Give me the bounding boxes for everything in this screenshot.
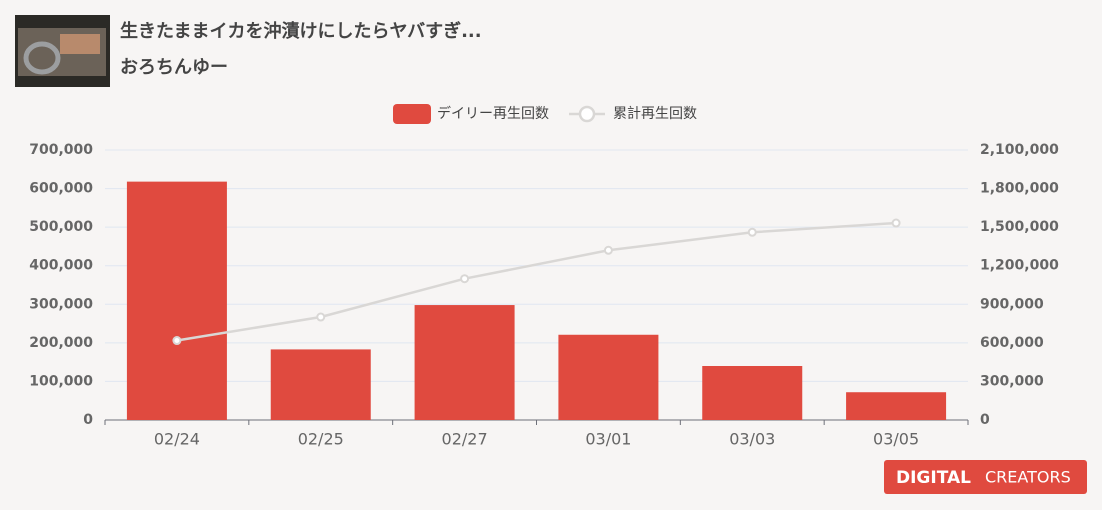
channel-name: おろちんゆー — [120, 57, 228, 78]
y2-tick-label: 600,000 — [980, 335, 1044, 351]
line-point — [460, 274, 470, 284]
video-title: 生きたままイカを沖漬けにしたらヤバすぎ... — [120, 20, 482, 42]
x-tick-label: 03/03 — [729, 430, 775, 449]
y-tick-label: 600,000 — [29, 181, 93, 197]
line-point — [316, 312, 326, 322]
y-tick-label: 300,000 — [29, 296, 93, 312]
bar — [270, 349, 371, 420]
legend-swatch — [393, 104, 431, 124]
y2-tick-label: 1,800,000 — [980, 181, 1059, 197]
thumbnail — [15, 15, 110, 87]
x-tick-label: 03/01 — [585, 430, 631, 449]
legend-swatch — [578, 105, 596, 123]
line-point — [603, 245, 613, 255]
legend-label: デイリー再生回数 — [437, 105, 549, 122]
bar — [702, 366, 803, 420]
y-tick-label: 200,000 — [29, 335, 93, 351]
bar — [414, 305, 515, 420]
bar — [558, 334, 659, 420]
line — [176, 221, 897, 342]
y-tick-label: 0 — [83, 412, 93, 428]
bar — [126, 181, 227, 420]
y-tick-label: 700,000 — [29, 142, 93, 158]
x-tick-label: 03/05 — [873, 430, 919, 449]
y2-tick-label: 900,000 — [980, 296, 1044, 312]
y-tick-label: 400,000 — [29, 258, 93, 274]
y2-tick-label: 1,500,000 — [980, 219, 1059, 235]
bar — [846, 392, 947, 420]
x-tick-label: 02/24 — [154, 430, 200, 449]
logo[interactable]: DIGITAL CREATORS — [884, 460, 1087, 494]
line-point — [172, 336, 182, 346]
y2-tick-label: 300,000 — [980, 373, 1044, 389]
line-point — [747, 227, 757, 237]
y2-tick-label: 1,200,000 — [980, 258, 1059, 274]
y2-tick-label: 0 — [980, 412, 990, 428]
y-tick-label: 100,000 — [29, 373, 93, 389]
logo-box[interactable] — [884, 460, 1087, 494]
legend-label: 累計再生回数 — [613, 106, 697, 122]
logo-brand[interactable]: DIGITAL — [896, 468, 971, 488]
y2-tick-label: 2,100,000 — [980, 142, 1059, 158]
x-tick-label: 02/27 — [442, 430, 488, 449]
x-tick-label: 02/25 — [298, 430, 344, 449]
line-point — [891, 218, 901, 228]
logo-suffix[interactable]: CREATORS — [985, 468, 1071, 487]
y-tick-label: 500,000 — [29, 219, 93, 235]
